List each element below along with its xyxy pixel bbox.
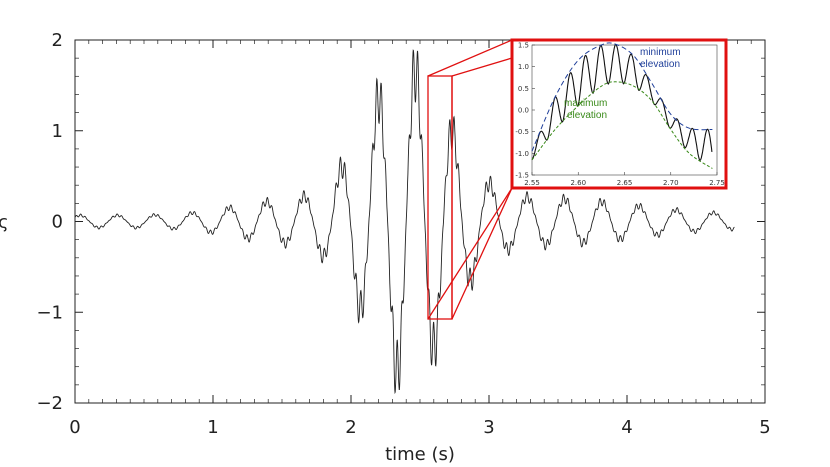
inset-y-tick-label: 1.5	[518, 42, 529, 50]
inset-x-tick-label: 2.60	[570, 179, 586, 187]
inset-y-tick-label: -0.5	[515, 128, 529, 136]
y-tick-label: 2	[52, 30, 63, 51]
x-tick-label: 3	[483, 417, 494, 438]
x-tick-label: 2	[345, 417, 356, 438]
y-tick-label: −1	[36, 302, 63, 323]
y-tick-label: 1	[52, 121, 63, 142]
inset-minimum-elevation-curve	[531, 42, 713, 152]
main-signal-series	[74, 49, 735, 395]
zoom-highlight-box	[427, 75, 453, 320]
y-tick-label: 0	[52, 212, 63, 233]
annotation-maximum-line1: maximum	[564, 98, 607, 109]
inset-panel-border	[510, 38, 728, 190]
inset-x-axis: 2.55 2.60 2.65 2.70 2.75	[524, 172, 725, 187]
annotation-minimum-line1: minimum	[640, 47, 681, 58]
y-axis-label-fragment: ς	[0, 212, 9, 233]
annotation-maximum-line2: elevation	[567, 110, 607, 121]
zoom-connector-top-right	[451, 57, 513, 77]
main-y-axis: 2 1 0 −1 −2	[36, 30, 765, 414]
inset-y-tick-label: 1.0	[518, 63, 529, 71]
y-tick-label: −2	[36, 393, 63, 414]
inset-signal-series	[531, 43, 713, 161]
zoom-connector-bottom-right	[451, 187, 513, 320]
inset-maximum-elevation-curve	[531, 81, 713, 169]
inset-y-tick-label: 0.0	[518, 107, 529, 115]
x-tick-label: 0	[69, 417, 80, 438]
annotation-minimum-line2: elevation	[640, 59, 680, 70]
x-tick-label: 1	[207, 417, 218, 438]
x-tick-label: 4	[621, 417, 632, 438]
inset-x-tick-label: 2.70	[663, 179, 679, 187]
zoom-connector-top-left	[427, 39, 513, 77]
inset-y-tick-label: -1.0	[515, 150, 529, 158]
inset-x-tick-label: 2.65	[617, 179, 633, 187]
inset-x-tick-label: 2.75	[709, 179, 725, 187]
main-x-axis: 0 1 2 3 4 5	[69, 40, 771, 438]
zoom-connector-bottom-left	[427, 187, 513, 320]
x-axis-title: time (s)	[385, 444, 455, 465]
inset-x-tick-label: 2.55	[524, 179, 540, 187]
inset-y-tick-label: 0.5	[518, 85, 529, 93]
x-tick-label: 5	[759, 417, 770, 438]
inset-y-tick-label: -1.5	[515, 172, 529, 180]
inset-y-axis: 1.5 1.0 0.5 0.0 -0.5 -1.0 -1.5	[515, 42, 535, 180]
